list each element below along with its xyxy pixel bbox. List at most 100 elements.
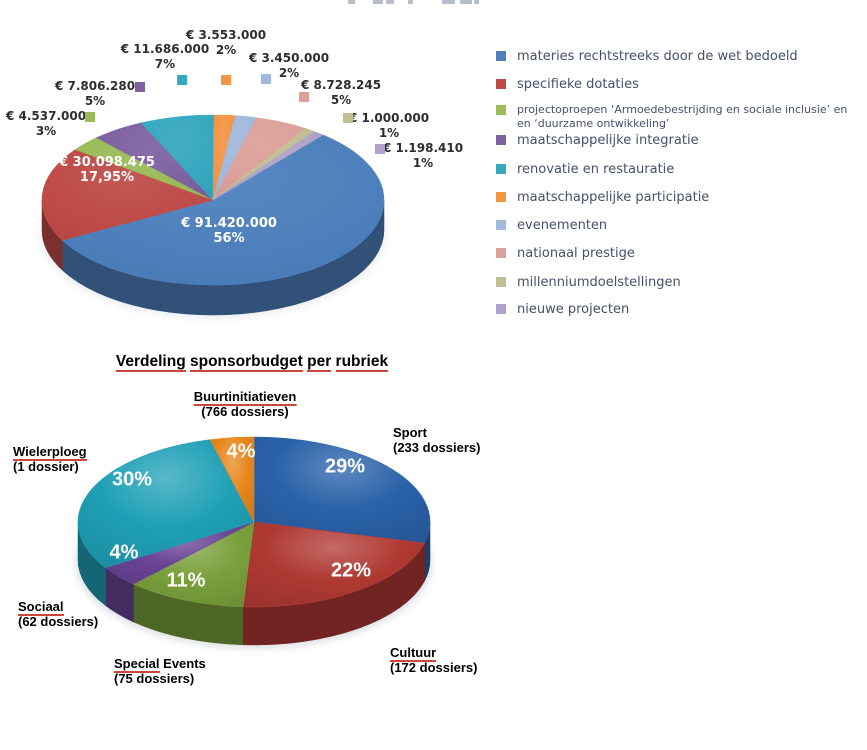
slice-percent-label: 2% [215, 43, 237, 57]
legend-item: renovatie en restauratie [496, 162, 674, 177]
legend-label: projectoproepen ‘Armoedebestrijding en s… [517, 103, 848, 130]
pie-slice [132, 521, 255, 608]
slice-data-label: € 1.198.410 1% [383, 141, 463, 171]
legend-label: maatschappelijke participatie [517, 190, 710, 205]
legend-swatch-icon [496, 277, 506, 287]
clipped-title-fragment [442, 0, 455, 4]
slice-percent-label: 3% [35, 124, 57, 138]
label-key-square [177, 75, 187, 85]
slice-category-label: Buurtinitiatieven (766 dossiers) [193, 389, 297, 419]
slice-value-label: € 3.553.000 [185, 28, 267, 42]
slice-data-label: € 3.450.000 2% [249, 51, 329, 81]
legend-swatch-icon [496, 164, 506, 174]
legend-swatch-icon [496, 135, 506, 145]
label-key-square [261, 74, 271, 84]
slice-data-label: € 4.537.000 3% [6, 109, 86, 139]
legend-label: evenementen [517, 218, 608, 233]
slice-category-label: Sport (233 dossiers) [393, 425, 481, 455]
label-key-square [343, 113, 353, 123]
slice-percent-label: 22% [330, 559, 372, 582]
pie-slice [209, 436, 255, 523]
slice-percent-label: 4% [109, 541, 139, 564]
legend-label: specifieke dotaties [517, 77, 639, 92]
legend-item: nationaal prestige [496, 246, 635, 261]
slice-data-label: € 1.000.000 1% [349, 111, 429, 141]
slice-data-label: € 7.806.280 5% [55, 79, 135, 109]
legend-swatch-icon [496, 79, 506, 89]
pie-slice [212, 131, 324, 201]
legend-label: maatschappelijke integratie [517, 133, 699, 148]
legend-item: maatschappelijke participatie [496, 190, 709, 205]
slice-data-label: € 30.098.475 17,95% [59, 155, 155, 185]
legend-item: millenniumdoelstellingen [496, 275, 681, 290]
bottom-chart-title: Verdeling sponsorbudget per rubriek [115, 353, 389, 372]
legend-swatch-icon [496, 105, 506, 115]
category-name: Wielerploeg [13, 444, 87, 461]
slice-category-label: Cultuur (172 dossiers) [390, 645, 478, 675]
slice-percent-label: 17,95% [79, 170, 135, 185]
legend-label: nieuwe projecten [517, 302, 630, 317]
slice-percent-label: 30% [111, 468, 153, 491]
slice-data-label: € 91.420.000 56% [181, 216, 277, 246]
legend-label: materies rechtstreeks door de wet bedoel… [517, 49, 798, 64]
legend-swatch-icon [496, 248, 506, 258]
category-dossier-count: (75 dossiers) [114, 670, 195, 686]
slice-percent-label: 2% [278, 66, 300, 80]
clipped-title-fragment [348, 0, 355, 4]
category-name: Sociaal [18, 599, 64, 616]
slice-value-label: € 4.537.000 [5, 109, 87, 123]
legend-label: nationaal prestige [517, 246, 635, 261]
legend-swatch-icon [496, 51, 506, 61]
slice-value-label: € 7.806.280 [54, 79, 136, 93]
clipped-title-fragment [408, 0, 413, 4]
clipped-title-fragment [386, 0, 394, 4]
category-dossier-count: (62 dossiers) [18, 613, 99, 629]
category-dossier-count: (233 dossiers) [393, 439, 481, 455]
category-name: Buurtinitiatieven [193, 389, 297, 406]
slice-percent-label: 56% [213, 231, 245, 246]
category-name: Sport [393, 425, 427, 440]
slice-percent-label: 5% [84, 94, 106, 108]
legend-item: materies rechtstreeks door de wet bedoel… [496, 49, 798, 64]
legend-swatch-icon [496, 192, 506, 202]
legend-item: evenementen [496, 218, 607, 233]
slice-data-label: € 11.686.000 7% [121, 42, 209, 72]
label-key-square [299, 92, 309, 102]
legend-label: renovatie en restauratie [517, 162, 675, 177]
category-name: Cultuur [390, 645, 437, 662]
slice-data-label: € 3.553.000 2% [186, 28, 266, 58]
slice-value-label: € 11.686.000 [120, 42, 210, 56]
clipped-title-fragment [373, 0, 383, 4]
slice-category-label: Wielerploeg (1 dossier) [13, 444, 87, 474]
slice-percent-label: 1% [378, 126, 400, 140]
clipped-title-fragment [474, 0, 479, 4]
legend-item: projectoproepen ‘Armoedebestrijding en s… [496, 103, 847, 131]
pie-slice [41, 149, 214, 241]
label-key-square [375, 144, 385, 154]
slice-percent-label: 11% [166, 569, 206, 592]
pie-tops [41, 114, 385, 286]
clipped-title-fragment [460, 0, 472, 4]
pie-walls [77, 521, 431, 646]
budget-pie-chart [40, 114, 386, 318]
slice-percent-label: 5% [330, 93, 352, 107]
slice-data-label: € 8.728.245 5% [301, 78, 381, 108]
slice-value-label: € 30.098.475 [59, 155, 155, 170]
pie-tops [77, 436, 431, 608]
legend-label: millenniumdoelstellingen [517, 275, 681, 290]
pie-slice [253, 436, 431, 544]
slice-value-label: € 3.450.000 [248, 51, 330, 65]
pie-slice [77, 439, 255, 568]
slice-value-label: € 91.420.000 [181, 216, 277, 231]
label-key-square [85, 112, 95, 122]
category-dossier-count: (766 dossiers) [201, 403, 289, 419]
legend-item: maatschappelijke integratie [496, 133, 699, 148]
slice-category-label: Special Events (75 dossiers) [114, 656, 206, 686]
slice-percent-label: 4% [226, 440, 256, 463]
legend-item: nieuwe projecten [496, 302, 629, 317]
slice-value-label: € 8.728.245 [300, 78, 382, 92]
slice-value-label: € 1.198.410 [382, 141, 464, 155]
category-dossier-count: (172 dossiers) [390, 659, 478, 675]
label-key-square [135, 82, 145, 92]
